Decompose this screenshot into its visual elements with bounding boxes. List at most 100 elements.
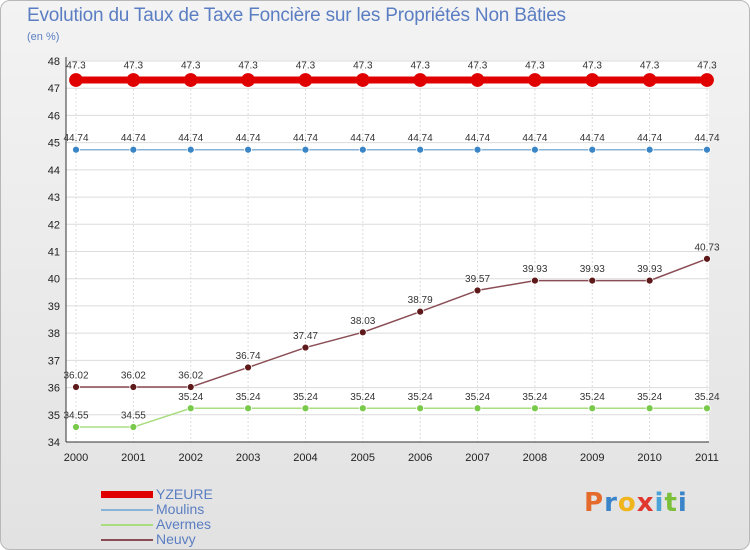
y-tick-label: 37 [48, 355, 60, 367]
data-label-avermes: 35.24 [350, 392, 375, 403]
series-line-neuvy [76, 258, 708, 388]
legend-item-moulins: Moulins [101, 501, 301, 517]
data-point-yzeure [700, 73, 714, 87]
data-label-yzeure: 47.3 [697, 61, 717, 72]
data-point-avermes [645, 404, 654, 413]
y-tick-label: 46 [48, 110, 60, 122]
data-point-yzeure [69, 73, 83, 87]
data-point-neuvy [358, 328, 367, 337]
data-point-avermes [244, 404, 252, 413]
data-label-avermes: 35.24 [580, 392, 605, 403]
data-label-neuvy: 39.93 [637, 264, 662, 275]
data-point-yzeure [183, 73, 198, 87]
logo-letter: i [654, 488, 665, 518]
data-point-neuvy [703, 254, 711, 263]
x-tick-label: 2009 [580, 452, 604, 464]
data-label-yzeure: 47.3 [181, 61, 201, 72]
data-point-yzeure [642, 73, 657, 87]
data-label-moulins: 44.74 [408, 133, 433, 144]
chart-subtitle: (en %) [27, 31, 60, 43]
data-point-avermes [72, 423, 80, 431]
legend-item-yzeure: YZEURE [101, 486, 301, 502]
data-label-neuvy: 36.02 [121, 371, 146, 382]
data-point-neuvy [244, 363, 252, 372]
y-tick-label: 48 [48, 56, 60, 68]
chart-title: Evolution du Taux de Taxe Foncière sur l… [27, 5, 566, 26]
data-point-yzeure [126, 73, 141, 87]
data-label-yzeure: 47.3 [640, 61, 660, 72]
data-point-moulins [645, 145, 654, 154]
data-label-avermes: 35.24 [465, 392, 490, 403]
data-point-avermes [129, 423, 138, 431]
data-label-yzeure: 47.3 [238, 61, 258, 72]
series-line-avermes [76, 407, 707, 428]
data-label-neuvy: 39.93 [522, 264, 547, 275]
legend-swatch-moulins [101, 509, 153, 511]
x-tick-label: 2004 [293, 452, 317, 464]
data-point-neuvy [531, 276, 539, 285]
data-point-moulins [588, 145, 597, 154]
data-point-yzeure [585, 73, 600, 87]
legend-item-neuvy: Neuvy [101, 531, 301, 547]
y-tick-label: 40 [48, 274, 60, 286]
legend-swatch-avermes [101, 524, 153, 526]
x-tick-label: 2000 [64, 452, 88, 464]
data-label-avermes: 35.24 [522, 392, 547, 403]
y-tick-label: 34 [48, 437, 60, 449]
data-point-neuvy [645, 276, 654, 285]
data-label-neuvy: 39.93 [580, 264, 605, 275]
data-point-neuvy [72, 383, 80, 391]
data-label-moulins: 44.74 [694, 133, 719, 144]
proxiti-logo: Proxiti [584, 488, 688, 518]
data-point-yzeure [298, 73, 313, 87]
data-label-neuvy: 39.57 [465, 274, 490, 285]
data-label-yzeure: 47.3 [583, 61, 603, 72]
y-tick-label: 47 [48, 83, 60, 95]
y-tick-label: 42 [48, 219, 60, 231]
logo-letter: o [617, 488, 637, 518]
data-point-avermes [588, 404, 597, 413]
data-label-moulins: 44.74 [63, 133, 88, 144]
logo-letter: x [636, 488, 655, 518]
data-label-yzeure: 47.3 [353, 61, 373, 72]
data-label-neuvy: 36.74 [236, 351, 261, 362]
data-label-moulins: 44.74 [637, 133, 662, 144]
x-tick-label: 2008 [523, 452, 547, 464]
data-point-yzeure [470, 73, 485, 87]
data-label-avermes: 34.55 [121, 411, 146, 422]
data-point-moulins [301, 145, 310, 154]
data-label-avermes: 35.24 [637, 392, 662, 403]
data-point-moulins [416, 145, 425, 154]
data-label-moulins: 44.74 [580, 133, 605, 144]
data-label-moulins: 44.74 [236, 133, 261, 144]
data-label-moulins: 44.74 [522, 133, 547, 144]
y-tick-label: 35 [48, 410, 60, 422]
data-point-moulins [186, 145, 195, 154]
data-point-moulins [129, 145, 138, 154]
data-label-avermes: 35.24 [694, 392, 719, 403]
legend-label-yzeure: YZEURE [156, 486, 213, 502]
data-label-neuvy: 36.02 [63, 371, 88, 382]
data-label-yzeure: 47.3 [66, 61, 86, 72]
data-label-avermes: 34.55 [63, 411, 88, 422]
y-tick-label: 43 [48, 192, 60, 204]
y-tick-label: 44 [48, 165, 60, 177]
data-label-neuvy: 38.79 [408, 295, 433, 306]
x-tick-label: 2010 [637, 452, 661, 464]
data-point-neuvy [129, 383, 138, 391]
data-label-yzeure: 47.3 [410, 61, 430, 72]
data-point-yzeure [528, 73, 542, 87]
chart-legend: YZEURE Moulins Avermes Neuvy [101, 486, 301, 547]
x-tick-label: 2002 [178, 452, 202, 464]
y-tick-label: 45 [48, 138, 60, 150]
x-tick-label: 2011 [695, 452, 719, 464]
data-point-moulins [703, 145, 711, 154]
data-label-avermes: 35.24 [408, 392, 433, 403]
x-tick-label: 2006 [408, 452, 432, 464]
data-label-yzeure: 47.3 [468, 61, 488, 72]
y-tick-label: 39 [48, 301, 60, 313]
data-label-moulins: 44.74 [293, 133, 318, 144]
data-label-avermes: 35.24 [178, 392, 203, 403]
data-point-moulins [244, 145, 252, 154]
